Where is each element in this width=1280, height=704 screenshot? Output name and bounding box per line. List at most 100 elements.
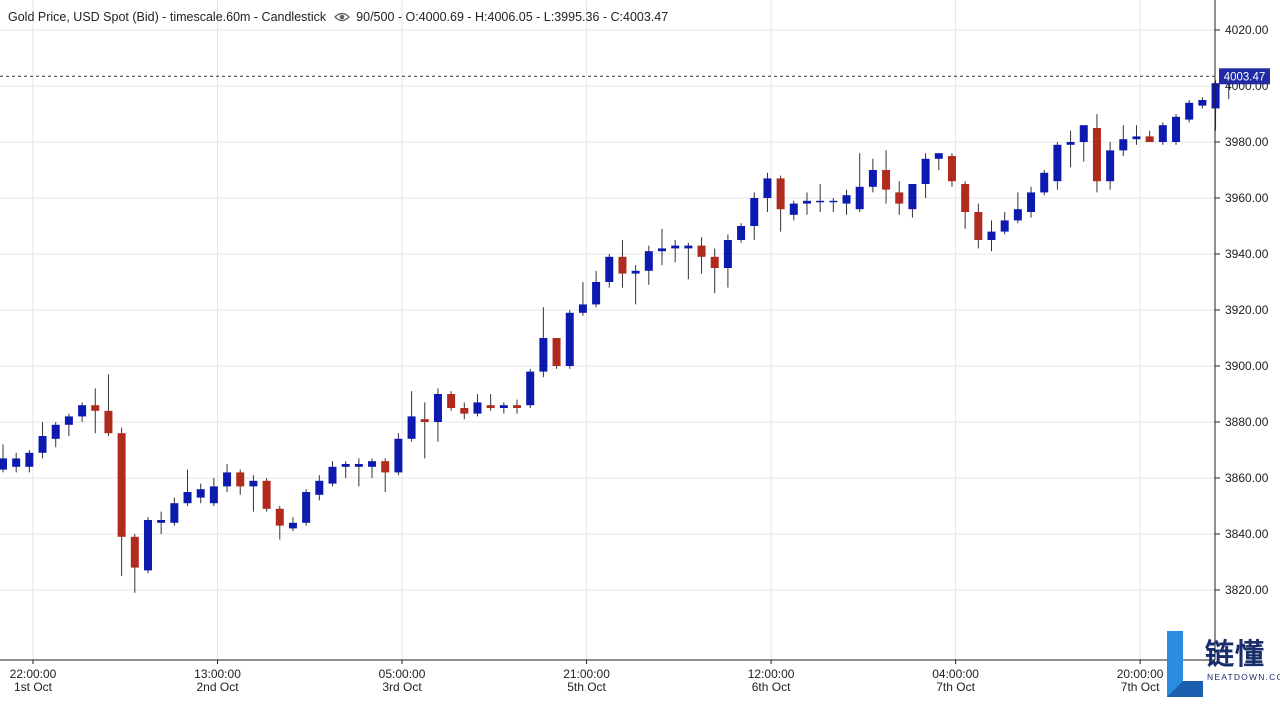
x-tick-date: 2nd Oct [197, 680, 240, 694]
candle-body-down [513, 405, 522, 408]
candle-body-down [776, 178, 785, 210]
candle-body-up [1106, 150, 1115, 182]
candle-body-up [157, 520, 166, 523]
candle-body-up [433, 394, 442, 422]
candle-body-down [1145, 136, 1154, 142]
candle-body-up [1040, 172, 1049, 193]
candle-body-down [117, 433, 126, 537]
y-tick-label: 3880.00 [1225, 415, 1269, 429]
x-tick-time: 20:00:00 [1117, 667, 1164, 681]
logo-text-en: NEATDOWN.COM [1207, 672, 1280, 682]
candle-body-up [209, 486, 218, 504]
candle-body-up [565, 312, 574, 366]
candle-body-up [671, 245, 680, 249]
candle-body-up [1198, 100, 1207, 106]
last-price-tag [1219, 68, 1270, 85]
neatdown-logo[interactable]: 链懂 NEATDOWN.COM [1163, 627, 1280, 699]
candle-body-up [934, 153, 943, 159]
y-tick-label: 3900.00 [1225, 359, 1269, 373]
y-tick-label: 3860.00 [1225, 471, 1269, 485]
last-price-marker: 4003.47 [0, 68, 1270, 85]
candles [0, 69, 1233, 593]
candle-body-up [394, 438, 403, 473]
candle-body-up [1172, 116, 1181, 142]
eye-icon[interactable] [334, 11, 351, 23]
candle-body-up [1185, 102, 1194, 120]
ohlc-readout: 90/500 - O:4000.69 - H:4006.05 - L:3995.… [356, 10, 669, 24]
candle-body-up [38, 436, 47, 453]
candle-body-down [236, 472, 245, 487]
candle-body-up [723, 240, 732, 268]
candle-body-up [368, 461, 377, 467]
candle-body-down [961, 184, 970, 212]
x-tick-date: 7th Oct [936, 680, 975, 694]
candle-body-up [64, 416, 73, 425]
x-tick-time: 13:00:00 [194, 667, 241, 681]
chart-title: Gold Price, USD Spot (Bid) - timescale.6… [8, 10, 327, 24]
y-tick-label: 4020.00 [1225, 23, 1269, 37]
candle-body-down [974, 212, 983, 240]
candle-body-up [631, 270, 640, 274]
candle-body-up [816, 200, 825, 203]
grid-lines [0, 0, 1215, 660]
candle-body-up [789, 203, 798, 215]
candle-body-up [605, 256, 614, 282]
candle-body-up [539, 338, 548, 372]
candle-body-up [196, 489, 205, 498]
chart-header: Gold Price, USD Spot (Bid) - timescale.6… [8, 10, 668, 24]
candle-body-up [1079, 125, 1088, 142]
candle-body-up [302, 492, 311, 523]
candle-body-up [1000, 220, 1009, 232]
candle-body-up [1053, 144, 1062, 182]
candle-body-up [25, 452, 34, 467]
candle-body-up [842, 195, 851, 204]
candle-body-down [882, 170, 891, 190]
candle-body-up [987, 231, 996, 240]
candle-body-up [855, 186, 864, 210]
candle-body-down [420, 419, 429, 422]
x-tick-time: 22:00:00 [10, 667, 57, 681]
candle-body-up [315, 480, 324, 495]
y-tick-label: 3820.00 [1225, 583, 1269, 597]
x-tick-date: 5th Oct [567, 680, 606, 694]
candle-body-up [763, 178, 772, 198]
y-tick-label: 3840.00 [1225, 527, 1269, 541]
x-tick-date: 1st Oct [14, 680, 53, 694]
candle-body-up [908, 184, 917, 210]
x-tick-time: 04:00:00 [932, 667, 979, 681]
x-tick-date: 7th Oct [1121, 680, 1160, 694]
candle-body-up [1027, 192, 1036, 212]
candle-body-up [829, 200, 838, 203]
candle-body-up [658, 248, 666, 252]
x-tick-time: 12:00:00 [748, 667, 795, 681]
logo-mark-icon [1167, 631, 1203, 697]
candle-body-up [526, 371, 535, 406]
candle-body-down [895, 192, 904, 204]
candle-body-up [12, 458, 21, 467]
candle-body-down [710, 256, 719, 268]
candle-body-down [552, 338, 561, 366]
candle-body-down [104, 410, 113, 434]
y-tick-label: 3960.00 [1225, 191, 1269, 205]
candle-body-up [1119, 139, 1128, 151]
candle-body-up [1158, 125, 1167, 142]
candle-body-up [684, 245, 693, 249]
candle-body-down [275, 508, 284, 526]
candle-body-up [921, 158, 930, 184]
candle-body-up [288, 522, 297, 529]
candle-body-down [486, 405, 495, 408]
candle-body-down [381, 461, 390, 473]
candle-body-up [473, 402, 482, 414]
x-tick-time: 21:00:00 [563, 667, 610, 681]
logo-text-cn: 链懂 [1205, 637, 1266, 671]
candle-body-up [578, 304, 587, 313]
candle-body-down [1092, 128, 1101, 182]
candle-body-up [499, 405, 508, 408]
candle-body-down [460, 408, 469, 414]
y-axis: 3820.00 3840.00 3860.00 3880.00 3900.00 3920.… [1214, 0, 1269, 660]
candle-body-up [0, 458, 7, 470]
candle-body-up [51, 424, 60, 439]
candle-body-down [130, 536, 139, 568]
